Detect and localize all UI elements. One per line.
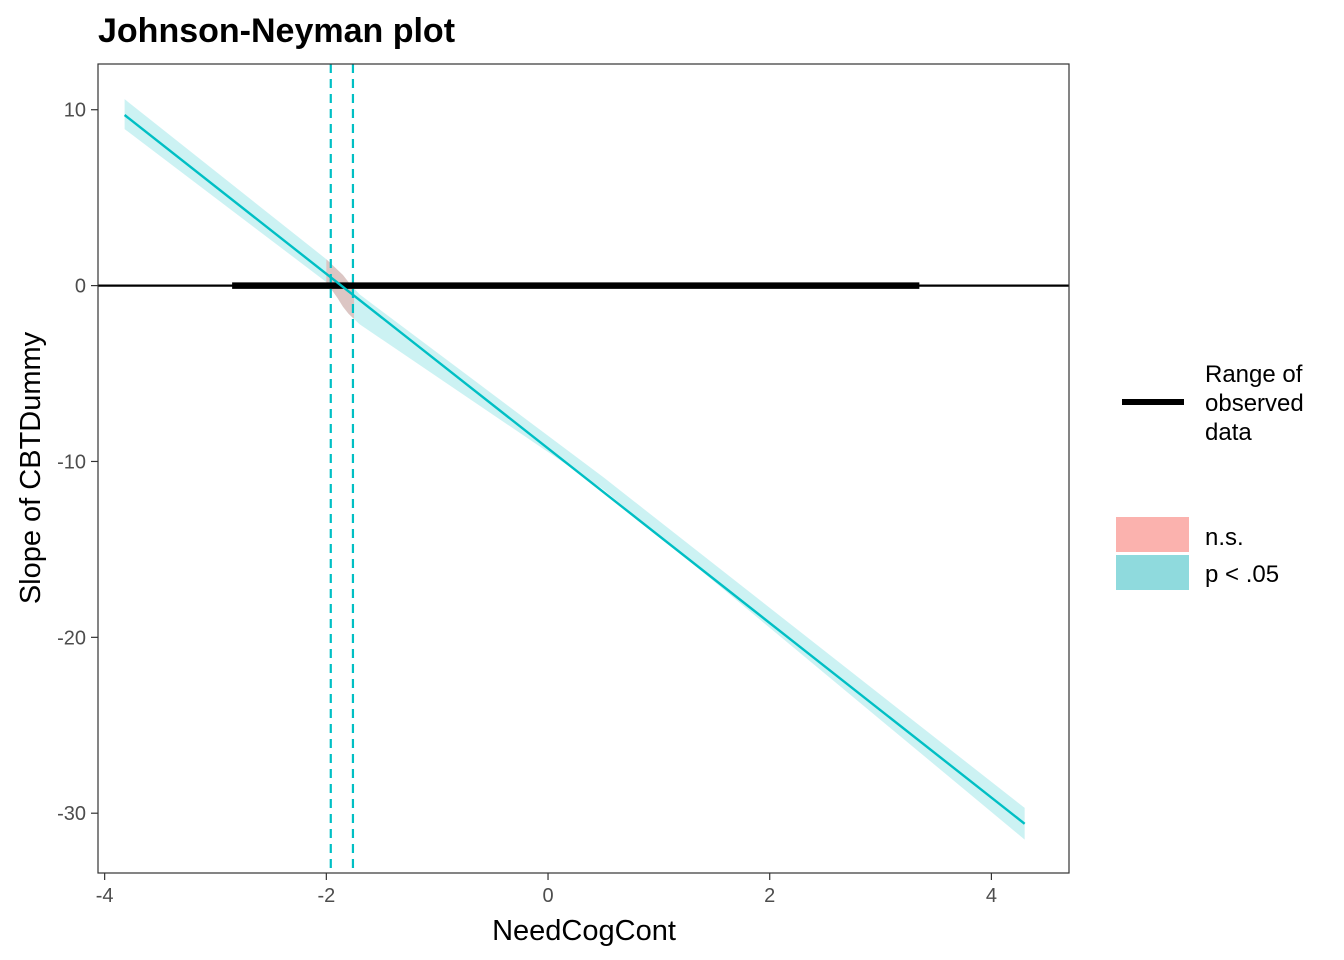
legend-range-label-line-2: observed [1205, 390, 1304, 417]
legend-range-label-line-1: Range of [1205, 361, 1303, 388]
x-tick-label-0: -4 [96, 885, 114, 907]
x-tick-label-3: 2 [764, 885, 775, 907]
x-tick-label-1: -2 [317, 885, 335, 907]
x-tick-label-4: 4 [986, 885, 997, 907]
y-tick-label-2: -10 [57, 451, 86, 473]
y-tick-label-1: 0 [75, 276, 86, 298]
y-tick-label-0: 10 [64, 100, 86, 122]
legend: Range of observed data n.s. p < .05 [1116, 361, 1304, 590]
slope-line-layer [123, 114, 1026, 825]
x-tick-label-2: 0 [542, 885, 553, 907]
legend-range-label-line-3: data [1205, 419, 1252, 446]
legend-sig-label: p < .05 [1205, 561, 1279, 588]
y-tick-label-4: -30 [57, 803, 86, 825]
plot-panel [97, 63, 1070, 874]
panel-border [97, 63, 1070, 874]
legend-ns-key [1116, 517, 1189, 552]
y-axis: 10 0 -10 -20 -30 [57, 100, 98, 825]
jn-boundary-layer [329, 64, 355, 873]
y-axis-title: Slope of CBTDummy [15, 331, 47, 604]
chart-title: Johnson-Neyman plot [98, 12, 455, 50]
legend-sig-key [1116, 555, 1189, 590]
confidence-band-ns [326, 259, 355, 320]
legend-ns-label: n.s. [1205, 524, 1244, 551]
x-axis-title: NeedCogCont [492, 915, 676, 947]
y-tick-label-3: -20 [57, 627, 86, 649]
slope-line [123, 114, 1026, 825]
x-axis: -4 -2 0 2 4 [96, 873, 997, 907]
